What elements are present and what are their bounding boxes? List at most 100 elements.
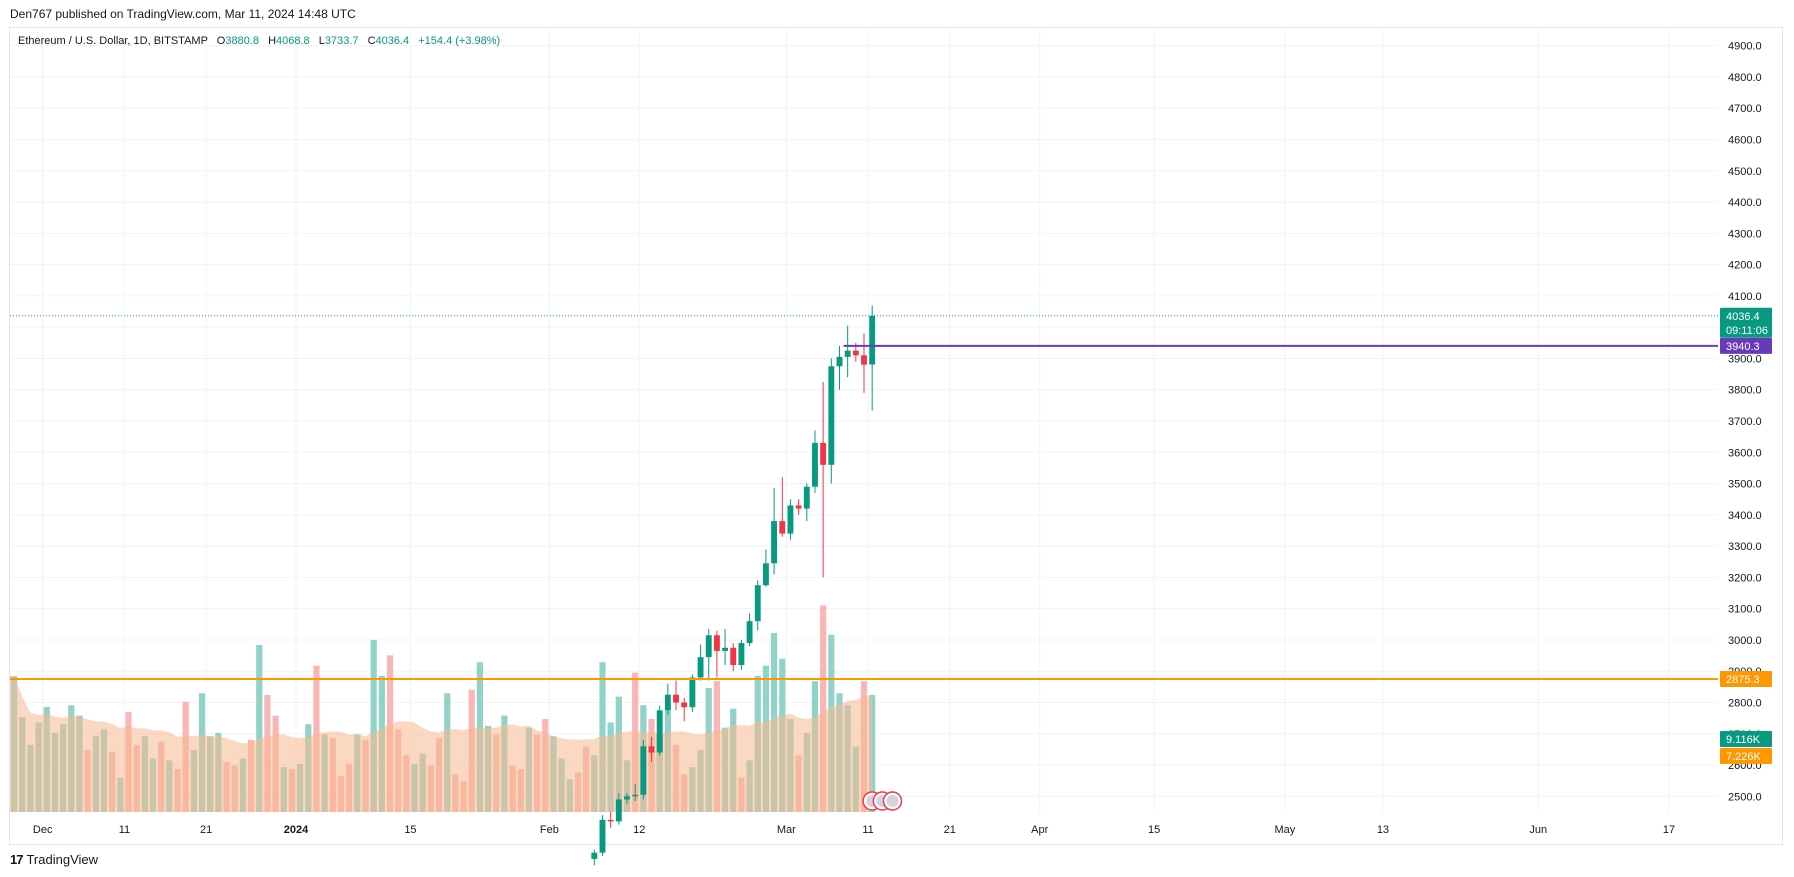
price-tick-label: 4800.0 <box>1728 72 1762 84</box>
volume-ma-fill <box>10 676 873 812</box>
price-label-last-text: 4036.4 <box>1726 311 1760 323</box>
time-axis[interactable]: Dec 11 21 2024 15 Feb 12 Mar 11 21 Apr 15 May 13 Jun 17 <box>33 824 1675 836</box>
price-tick-label: 2500.0 <box>1728 791 1762 803</box>
volume-label-vol-bg <box>1720 731 1772 747</box>
price-tick-label: 4600.0 <box>1728 134 1762 146</box>
close-label: C <box>367 35 376 47</box>
time-tick-label: Feb <box>540 824 559 836</box>
time-tick-label: May <box>1274 824 1295 836</box>
candle-body <box>599 819 606 853</box>
time-tick-label: 11 <box>862 824 873 836</box>
change-value: +154.4 (+3.98%) <box>418 35 501 47</box>
price-tick-label: 4300.0 <box>1728 228 1762 240</box>
price-label-orange-bg <box>1720 670 1772 687</box>
candle-body <box>795 505 802 509</box>
candle-body <box>771 521 778 564</box>
volume-label-vol: 9.116K <box>1720 731 1772 747</box>
price-tick-label: 3200.0 <box>1728 572 1762 584</box>
event-flags[interactable] <box>862 791 903 811</box>
us-flag-icon <box>882 791 903 811</box>
price-tick-label: 4500.0 <box>1728 166 1762 178</box>
candle-body <box>664 694 671 711</box>
open-label: O <box>216 35 226 47</box>
volume-bar <box>820 605 827 812</box>
volume-ma-area <box>10 676 873 812</box>
price-tick-label: 3800.0 <box>1728 385 1762 397</box>
price-label-purple-bg <box>1720 337 1772 354</box>
time-tick-label: Jun <box>1529 824 1547 836</box>
price-tick-label: 3400.0 <box>1728 510 1762 522</box>
volume-label-vol_ma-text: 7.226K <box>1726 751 1762 763</box>
price-tick-label: 3600.0 <box>1728 447 1762 459</box>
candle-body <box>820 442 827 465</box>
candle-body <box>632 794 639 797</box>
time-tick-label: 15 <box>404 824 416 836</box>
time-tick-label: 17 <box>1663 824 1675 836</box>
price-tick-label: 4200.0 <box>1728 260 1762 272</box>
candle-body <box>803 486 810 509</box>
price-label-last: 4036.4 09:11:06 <box>1720 307 1772 338</box>
candle-body <box>640 746 647 795</box>
us-flag-core <box>886 795 899 807</box>
price-tick-label: 4100.0 <box>1728 291 1762 303</box>
time-tick-label: 12 <box>633 824 645 836</box>
chart-legend: Ethereum / U.S. Dollar, 1D, BITSTAMP O38… <box>18 35 500 47</box>
time-tick-label: 11 <box>119 824 130 836</box>
price-label-orange: 2875.3 <box>1720 670 1772 687</box>
candle-body <box>812 442 818 487</box>
price-axis[interactable]: 2500.02600.02700.02800.02900.03000.03100… <box>1728 41 1762 804</box>
candle-body <box>656 710 663 753</box>
close-value: 4036.4 <box>375 35 410 47</box>
candle-body <box>836 356 843 367</box>
candle-body <box>738 643 745 665</box>
candle-body <box>624 796 630 800</box>
low-value: 3733.7 <box>324 35 359 47</box>
candle-body <box>689 677 696 708</box>
time-tick-label: 2024 <box>284 824 309 836</box>
time-tick-label: Mar <box>777 824 796 836</box>
candle-body <box>615 799 622 822</box>
time-tick-label: 13 <box>1377 824 1389 836</box>
price-label-last-bg <box>1720 307 1772 338</box>
price-tick-label: 3500.0 <box>1728 479 1762 491</box>
candle-body <box>697 657 704 678</box>
price-label-purple: 3940.3 <box>1720 337 1772 354</box>
volume-bar <box>370 639 377 812</box>
candle-body <box>722 647 729 651</box>
price-label-purple-text: 3940.3 <box>1726 341 1760 353</box>
price-tick-label: 3300.0 <box>1728 541 1762 553</box>
candle-body <box>591 852 598 859</box>
footer-brand[interactable]: 17 TradingView <box>10 852 98 867</box>
candle-body <box>607 819 614 822</box>
time-tick-label: Apr <box>1031 824 1048 836</box>
candle-body <box>844 350 851 357</box>
price-tick-label: 4900.0 <box>1728 41 1762 53</box>
candle-body <box>861 355 867 365</box>
candlesticks <box>591 305 876 866</box>
candle-body <box>787 505 794 534</box>
horizontal-lines[interactable] <box>10 315 1718 680</box>
candle-body <box>681 702 688 708</box>
candle-body <box>705 635 712 658</box>
candle-body <box>730 647 737 665</box>
candle-body <box>754 585 761 622</box>
candle-body <box>648 746 655 753</box>
volume-bar <box>256 645 263 812</box>
grid-lines <box>10 30 1718 812</box>
chart-frame <box>9 27 1783 845</box>
volume-label-vol_ma-bg <box>1720 748 1772 764</box>
time-tick-label: 21 <box>200 824 212 836</box>
volume-label-vol-text: 9.116K <box>1726 734 1761 746</box>
price-label-orange-text: 2875.3 <box>1726 674 1760 686</box>
open-value: 3880.8 <box>225 35 259 47</box>
candle-body <box>869 315 876 365</box>
price-tick-label: 2800.0 <box>1728 698 1762 710</box>
price-tick-label: 3900.0 <box>1728 353 1762 365</box>
low-label: L <box>318 35 325 47</box>
publisher-line: Den767 published on TradingView.com, Mar… <box>10 7 356 21</box>
symbol-title: Ethereum / U.S. Dollar, 1D, BITSTAMP <box>18 35 208 47</box>
price-label-last-subtext: 09:11:06 <box>1726 325 1768 337</box>
high-value: 4068.8 <box>276 35 310 47</box>
time-tick-label: Dec <box>33 824 53 836</box>
